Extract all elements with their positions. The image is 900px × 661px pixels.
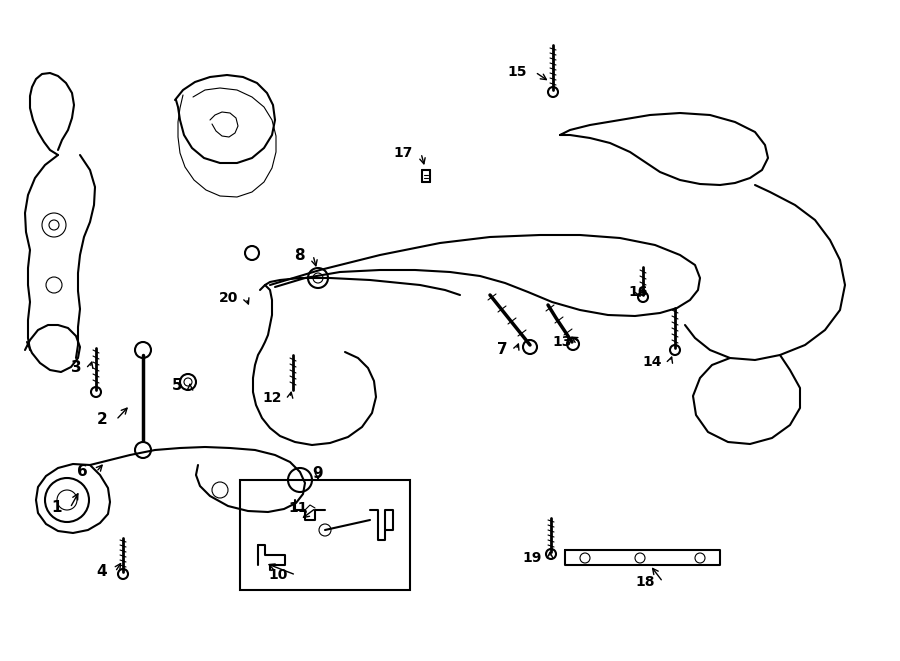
Circle shape — [670, 345, 680, 355]
Text: 6: 6 — [77, 465, 88, 479]
Text: 10: 10 — [268, 568, 288, 582]
Circle shape — [523, 340, 537, 354]
Circle shape — [548, 87, 558, 97]
Text: 18: 18 — [635, 575, 655, 589]
Text: 9: 9 — [312, 465, 323, 481]
Circle shape — [567, 338, 579, 350]
Text: 1: 1 — [51, 500, 62, 516]
Text: 14: 14 — [643, 355, 662, 369]
Text: 13: 13 — [553, 335, 572, 349]
Bar — [240, 480, 410, 590]
Circle shape — [91, 387, 101, 397]
Text: 7: 7 — [498, 342, 508, 358]
Text: 4: 4 — [96, 564, 107, 580]
Text: 17: 17 — [393, 146, 413, 160]
Text: 20: 20 — [219, 291, 238, 305]
Circle shape — [638, 292, 648, 302]
Text: 15: 15 — [508, 65, 527, 79]
Circle shape — [546, 549, 556, 559]
Text: 8: 8 — [294, 247, 305, 262]
Text: 5: 5 — [171, 377, 182, 393]
Text: 11: 11 — [289, 501, 308, 515]
Text: 3: 3 — [71, 360, 82, 375]
Circle shape — [118, 569, 128, 579]
Text: 12: 12 — [263, 391, 282, 405]
Text: 16: 16 — [628, 285, 648, 299]
Text: 2: 2 — [97, 412, 108, 428]
Text: 19: 19 — [523, 551, 542, 565]
